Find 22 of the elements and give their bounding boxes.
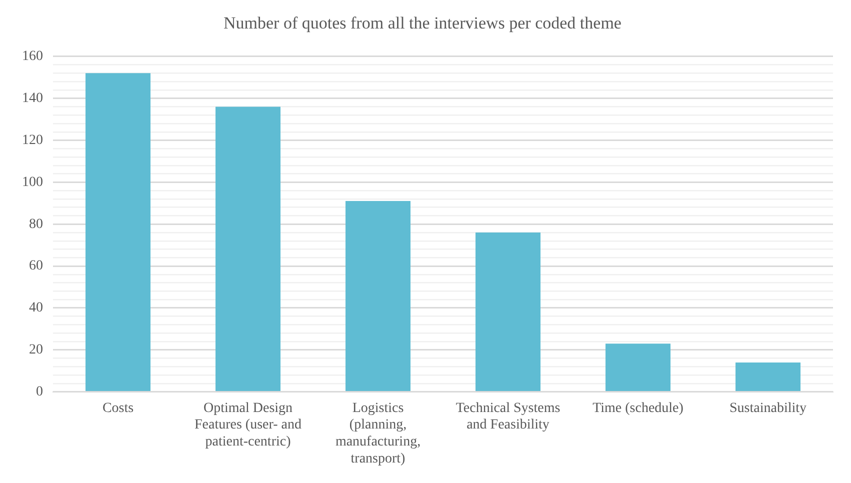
x-tick-label: Logistics (planning, manufacturing, transport) bbox=[335, 400, 421, 466]
y-tick-label: 120 bbox=[22, 132, 43, 148]
y-tick-label: 20 bbox=[29, 342, 43, 358]
bar bbox=[216, 106, 280, 392]
y-tick-label: 160 bbox=[22, 49, 43, 64]
bar bbox=[736, 362, 800, 392]
y-tick-label: 80 bbox=[29, 216, 43, 232]
bar bbox=[86, 73, 150, 392]
y-tick-label: 40 bbox=[29, 300, 43, 316]
y-tick-label: 100 bbox=[22, 174, 43, 190]
y-tick-label: 60 bbox=[29, 258, 43, 274]
x-tick-label: Costs bbox=[102, 400, 134, 416]
bar bbox=[346, 201, 410, 392]
y-tick-label: 0 bbox=[36, 384, 43, 400]
bar bbox=[606, 344, 670, 392]
chart-title: Number of quotes from all the interviews per coded theme bbox=[224, 14, 622, 33]
bar bbox=[476, 232, 540, 392]
x-tick-label: Time (schedule) bbox=[592, 400, 684, 416]
x-tick-label: Sustainability bbox=[730, 400, 806, 416]
x-tick-label: Technical Systems and Feasibility bbox=[456, 400, 560, 433]
y-tick-label: 140 bbox=[22, 90, 43, 106]
x-tick-label: Optimal Design Features (user- and patient-centric) bbox=[194, 400, 302, 450]
